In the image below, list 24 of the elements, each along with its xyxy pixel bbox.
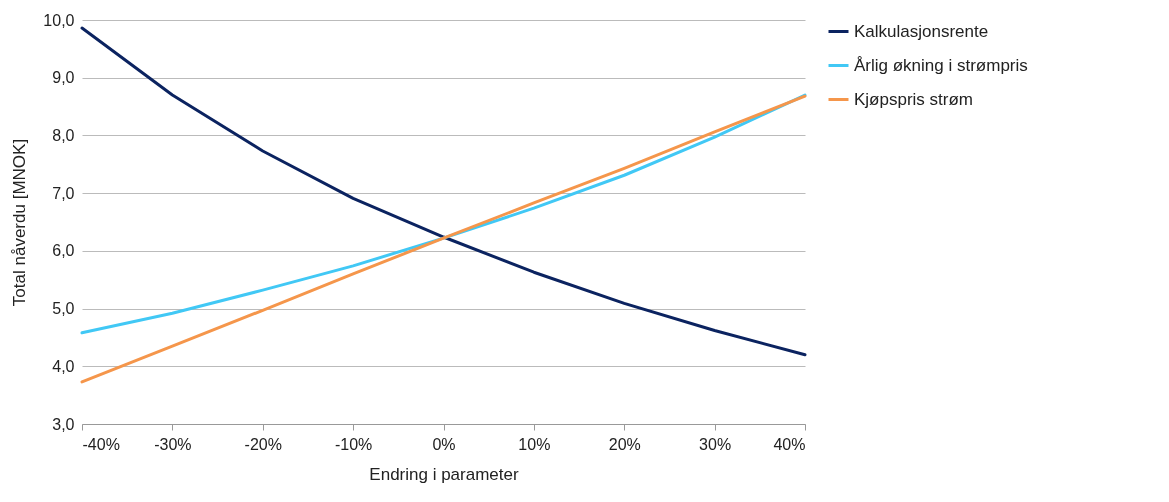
- x-tick-label: 40%: [773, 435, 806, 453]
- x-tick-label: -20%: [244, 435, 282, 453]
- y-tick-label: 10,0: [43, 11, 75, 29]
- x-tick-label: 0%: [432, 435, 456, 453]
- x-tick-label: 20%: [608, 435, 641, 453]
- y-tick-label: 4,0: [52, 357, 75, 375]
- y-tick-label: 7,0: [52, 184, 75, 202]
- x-tick-label: 10%: [518, 435, 551, 453]
- y-tick-label: 9,0: [52, 69, 75, 87]
- x-tick-label: -40%: [82, 435, 120, 453]
- x-tick-label: 30%: [699, 435, 732, 453]
- x-tick-label: -10%: [334, 435, 373, 453]
- y-tick-label: 5,0: [52, 300, 75, 318]
- y-axis-title: Total nåverdu [MNOK]: [10, 138, 30, 307]
- y-tick-label: 6,0: [52, 242, 75, 260]
- legend-label: Kjøpspris strøm: [854, 89, 973, 109]
- y-tick-label: 8,0: [52, 126, 75, 144]
- line-series: [80, 94, 807, 384]
- x-axis-title: Endring i parameter: [369, 464, 519, 484]
- x-tick-label: -30%: [154, 435, 192, 453]
- legend-label: Kalkulasjonsrente: [854, 21, 989, 41]
- line-series: [80, 26, 807, 357]
- y-tick-label: 3,0: [52, 415, 75, 433]
- legend-label: Årlig økning i strømpris: [854, 55, 1028, 75]
